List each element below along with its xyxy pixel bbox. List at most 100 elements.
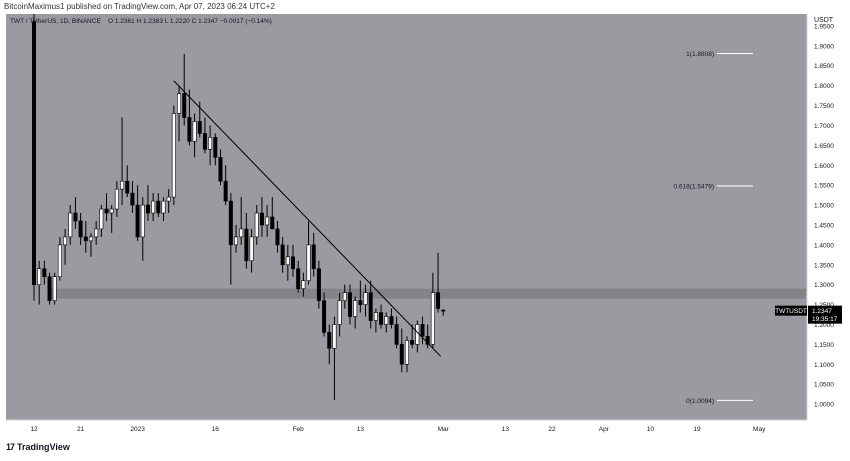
candle[interactable] — [47, 276, 52, 301]
price-tick-label: 1.0000 — [814, 402, 834, 409]
candle[interactable] — [285, 256, 290, 266]
descending-trendline[interactable] — [173, 80, 441, 357]
candle[interactable] — [166, 196, 171, 202]
candle[interactable] — [213, 137, 218, 158]
candle[interactable] — [223, 180, 228, 202]
candle[interactable] — [197, 121, 202, 134]
candle[interactable] — [151, 200, 156, 214]
candle[interactable] — [177, 93, 182, 114]
candle[interactable] — [192, 121, 197, 142]
candle[interactable] — [57, 244, 62, 278]
candle[interactable] — [228, 200, 233, 246]
candle[interactable] — [420, 324, 425, 337]
candle[interactable] — [368, 292, 373, 321]
candle[interactable] — [208, 137, 213, 150]
candle[interactable] — [63, 236, 68, 246]
candle[interactable] — [104, 208, 109, 214]
candle[interactable] — [290, 256, 295, 270]
candle[interactable] — [342, 292, 347, 301]
candle[interactable] — [125, 180, 130, 194]
tradingview-mark-icon: 17 — [6, 442, 15, 452]
candle[interactable] — [99, 208, 104, 230]
candle[interactable] — [94, 228, 99, 238]
candle[interactable] — [410, 340, 415, 345]
candle[interactable] — [353, 300, 358, 317]
price-axis-background[interactable] — [807, 14, 850, 420]
tradingview-logo[interactable]: 17 TradingView — [6, 438, 70, 456]
last-price-tag[interactable] — [808, 305, 842, 324]
candle[interactable] — [265, 216, 270, 226]
candle[interactable] — [249, 236, 254, 262]
symbol-title[interactable]: TWT / TetherUS, 1D, BINANCE — [10, 18, 101, 25]
price-tick-label: 1.4500 — [814, 222, 834, 229]
time-tick-label: 2023 — [130, 426, 145, 433]
price-tick-label: 1.0500 — [814, 382, 834, 389]
candle[interactable] — [259, 212, 264, 226]
candle[interactable] — [306, 244, 311, 281]
candle[interactable] — [347, 292, 352, 317]
candle[interactable] — [280, 244, 285, 266]
candle[interactable] — [430, 292, 435, 345]
candle[interactable] — [42, 268, 47, 278]
candle[interactable] — [296, 268, 301, 289]
time-axis-background[interactable] — [0, 420, 807, 438]
header-bar: BitcoinMaximus1 published on TradingView… — [0, 0, 850, 14]
price-tick-label: 1.2500 — [814, 302, 834, 309]
candle[interactable] — [373, 312, 378, 321]
candle[interactable] — [68, 212, 73, 238]
candle[interactable] — [301, 280, 306, 289]
candle[interactable] — [425, 336, 430, 345]
candle[interactable] — [399, 344, 404, 365]
candle[interactable] — [37, 268, 42, 285]
candle[interactable] — [140, 204, 145, 238]
candle[interactable] — [218, 156, 223, 182]
brand-label: TradingView — [17, 442, 70, 452]
candle[interactable] — [254, 212, 259, 238]
candle[interactable] — [270, 216, 275, 230]
price-tick-label: 1.9000 — [814, 43, 834, 50]
candle[interactable] — [337, 300, 342, 325]
candle[interactable] — [109, 208, 114, 214]
candle[interactable] — [161, 200, 166, 214]
candle[interactable] — [135, 204, 140, 238]
candle[interactable] — [244, 228, 249, 262]
candle[interactable] — [394, 324, 399, 345]
candle[interactable] — [363, 292, 368, 305]
candle[interactable] — [73, 212, 78, 222]
candle[interactable] — [234, 236, 239, 246]
price-tick-label: 1.1500 — [814, 342, 834, 349]
candle[interactable] — [52, 276, 57, 301]
candle[interactable] — [145, 204, 150, 214]
candle[interactable] — [78, 220, 83, 238]
candle[interactable] — [120, 180, 125, 190]
candle[interactable] — [202, 133, 207, 150]
candle[interactable] — [415, 324, 420, 345]
candle[interactable] — [384, 316, 389, 325]
candle[interactable] — [88, 236, 93, 242]
candle[interactable] — [275, 228, 280, 246]
candle[interactable] — [322, 300, 327, 333]
symbol-tag[interactable] — [775, 305, 807, 316]
currency-label: USDT — [814, 17, 834, 24]
candle[interactable] — [389, 316, 394, 325]
candle[interactable] — [311, 244, 316, 270]
candle[interactable] — [327, 332, 332, 349]
candle[interactable] — [182, 93, 187, 118]
candle[interactable] — [31, 21, 36, 285]
candle[interactable] — [404, 340, 409, 365]
candle[interactable] — [156, 200, 161, 214]
candle[interactable] — [436, 292, 441, 309]
candle[interactable] — [187, 117, 192, 142]
candle[interactable] — [441, 309, 446, 312]
candle[interactable] — [130, 192, 135, 206]
candle[interactable] — [332, 324, 337, 349]
candle[interactable] — [239, 228, 244, 238]
candle[interactable] — [358, 300, 363, 305]
candle[interactable] — [83, 236, 88, 242]
symbol-info-svg: TWT / TetherUS, 1D, BINANCE O 1.2361 H 1… — [10, 18, 272, 25]
candle[interactable] — [114, 188, 119, 210]
support-zone[interactable] — [50, 288, 806, 299]
candle[interactable] — [316, 268, 321, 301]
candle[interactable] — [171, 113, 176, 198]
candle[interactable] — [379, 312, 384, 325]
